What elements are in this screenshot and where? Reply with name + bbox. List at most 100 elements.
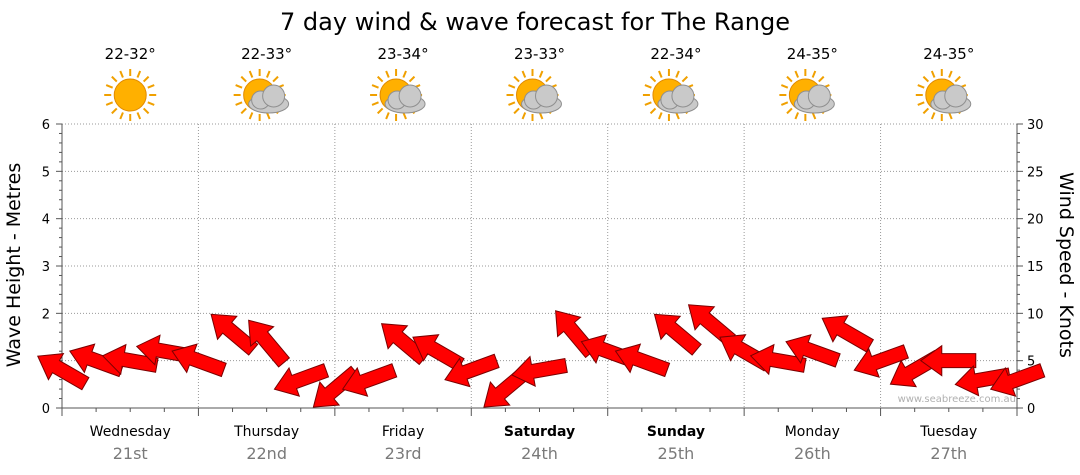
right-tick-label: 5 [1027, 355, 1035, 370]
sun-ray [136, 70, 142, 78]
right-tick-label: 0 [1027, 402, 1035, 417]
sun-ray [248, 70, 254, 78]
cloud-shape [384, 84, 426, 114]
day-date: 23rd [385, 444, 422, 463]
day-temperature: 22-33° [241, 45, 292, 63]
wind-arrow [341, 363, 398, 397]
sun-ray [649, 107, 657, 115]
left-tick-label: 0 [42, 402, 50, 417]
partly-cloudy-icon [506, 69, 562, 121]
sun-ray [811, 70, 817, 78]
partly-cloudy-icon [370, 69, 426, 121]
sun-ray [811, 112, 817, 120]
sun-ray [538, 70, 544, 78]
sun-ray [818, 75, 825, 83]
day-name: Wednesday [90, 424, 171, 440]
sun-ray [371, 101, 379, 106]
left-tick-label: 3 [42, 260, 50, 275]
right-tick-label: 15 [1027, 260, 1044, 275]
wind-arrows [37, 304, 1046, 408]
sun-ray [265, 70, 271, 78]
sun-ray [794, 112, 800, 120]
right-tick-label: 30 [1027, 118, 1044, 133]
day-temperature: 22-32° [105, 45, 156, 63]
wind-arrow [248, 319, 291, 368]
sun-ray [786, 107, 793, 115]
sun-ray [248, 112, 254, 120]
sun-ray [111, 75, 118, 83]
day-columns: 22-32° Wednesday 21st 22-33° Thursday 22nd 23-… [90, 45, 978, 463]
right-axis-ticks: 0 5 10 15 20 25 30 [1027, 118, 1044, 417]
sun-ray [235, 84, 243, 89]
partly-cloudy-icon [233, 69, 290, 121]
sun-ray [649, 75, 657, 83]
sun-ray [240, 75, 247, 83]
sun-ray [376, 107, 384, 115]
sun-ray [385, 112, 390, 120]
wind-arrow [412, 334, 465, 372]
wind-arrow [37, 353, 90, 391]
day-date: 21st [113, 444, 148, 463]
right-tick-label: 25 [1027, 165, 1044, 180]
sun-ray [119, 70, 124, 78]
sun-ray [240, 107, 247, 115]
wind-arrow [312, 365, 361, 408]
sun-ray [658, 112, 663, 120]
right-tick-label: 10 [1027, 307, 1044, 322]
sun-ray [147, 101, 155, 106]
sun-ray [408, 75, 416, 83]
wind-arrow [853, 344, 909, 378]
wind-arrow [444, 353, 500, 388]
day-date: 25th [658, 444, 695, 463]
day-date: 27th [930, 444, 967, 463]
sun-ray [508, 101, 516, 106]
sun-ray [675, 70, 680, 78]
wind-arrow [273, 363, 330, 397]
sun-ray [780, 84, 789, 89]
right-axis-label: Wind Speed - Knots [1055, 172, 1077, 358]
watermark: www.seabreeze.com.au [898, 394, 1016, 405]
sun-ray [917, 84, 925, 89]
chart-title: 7 day wind & wave forecast for The Range [280, 8, 790, 36]
sun-ray [521, 112, 527, 120]
sun-ray [376, 75, 384, 83]
sun-ray [402, 70, 407, 78]
right-tick-label: 20 [1027, 213, 1044, 228]
sun-ray [786, 75, 793, 83]
wind-arrow [614, 343, 671, 378]
sun-ray [948, 70, 953, 78]
sun-ray [538, 112, 544, 120]
axes [56, 123, 1023, 416]
day-date: 24th [521, 444, 558, 463]
wind-arrow [954, 364, 1012, 397]
day-name: Saturday [504, 424, 575, 440]
day-date: 22nd [246, 444, 287, 463]
sun-ray [235, 101, 243, 106]
day-name: Friday [382, 424, 424, 440]
sun-ray [644, 84, 652, 89]
sun-ray [644, 101, 652, 106]
cloud-shape [793, 84, 835, 114]
sun-ray [119, 112, 124, 120]
sun-ray [954, 75, 961, 83]
wind-arrow [171, 343, 227, 378]
sun-ray [930, 70, 936, 78]
day-name: Monday [785, 424, 840, 440]
wind-arrow [653, 313, 702, 356]
cloud-shape [521, 84, 562, 114]
wind-arrow [785, 333, 841, 368]
left-tick-label: 2 [42, 307, 50, 322]
sun-ray [513, 107, 520, 115]
sunny-icon [104, 69, 157, 121]
sun-ray [545, 75, 552, 83]
sun-ray [105, 84, 114, 89]
sun-ray [521, 70, 527, 78]
sun-ray [794, 70, 800, 78]
sun-ray [371, 84, 379, 89]
sun-ray [930, 112, 936, 120]
cloud-shape [248, 84, 290, 114]
sun-ray [105, 101, 114, 106]
wind-arrow [511, 355, 568, 387]
sun-disc [113, 78, 147, 112]
